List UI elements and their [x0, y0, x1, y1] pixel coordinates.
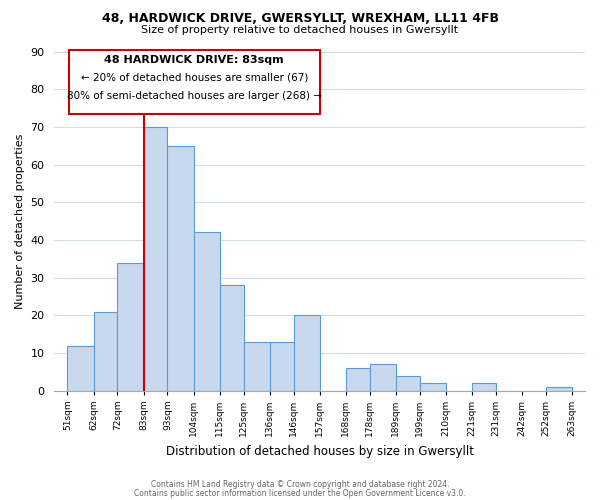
Bar [220, 285, 244, 391]
Text: 48, HARDWICK DRIVE, GWERSYLLT, WREXHAM, LL11 4FB: 48, HARDWICK DRIVE, GWERSYLLT, WREXHAM, … [101, 12, 499, 26]
Bar [67, 346, 94, 391]
Bar [143, 127, 167, 391]
Text: 80% of semi-detached houses are larger (268) →: 80% of semi-detached houses are larger (… [67, 91, 322, 101]
Y-axis label: Number of detached properties: Number of detached properties [15, 134, 25, 309]
Bar [346, 368, 370, 391]
Text: Contains public sector information licensed under the Open Government Licence v3: Contains public sector information licen… [134, 488, 466, 498]
Bar [94, 312, 118, 391]
Text: Contains HM Land Registry data © Crown copyright and database right 2024.: Contains HM Land Registry data © Crown c… [151, 480, 449, 489]
Bar [244, 342, 270, 391]
FancyBboxPatch shape [68, 50, 320, 114]
Bar [118, 262, 143, 391]
Bar [167, 146, 194, 391]
Bar [419, 383, 446, 391]
Bar [396, 376, 419, 391]
Bar [472, 383, 496, 391]
X-axis label: Distribution of detached houses by size in Gwersyllt: Distribution of detached houses by size … [166, 444, 474, 458]
Bar [194, 232, 220, 391]
Bar [293, 316, 320, 391]
Text: Size of property relative to detached houses in Gwersyllt: Size of property relative to detached ho… [142, 25, 458, 35]
Bar [370, 364, 396, 391]
Text: 48 HARDWICK DRIVE: 83sqm: 48 HARDWICK DRIVE: 83sqm [104, 56, 284, 66]
Bar [270, 342, 293, 391]
Bar [546, 387, 572, 391]
Text: ← 20% of detached houses are smaller (67): ← 20% of detached houses are smaller (67… [80, 72, 308, 82]
